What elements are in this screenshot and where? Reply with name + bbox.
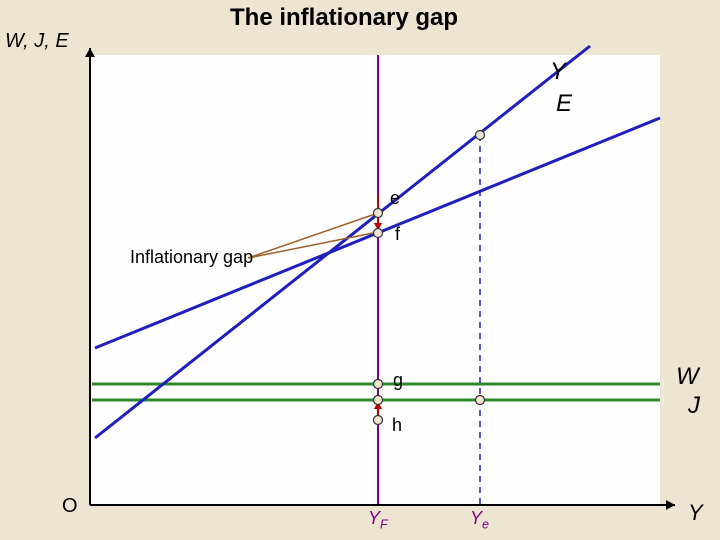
chart-title: The inflationary gap xyxy=(230,4,458,32)
point-label-e: e xyxy=(390,188,400,209)
x-tick-Ye: Ye xyxy=(470,508,489,532)
inflationary-gap-label: Inflationary gap xyxy=(130,247,253,268)
origin-label: O xyxy=(62,495,78,518)
curve-label-Y: Y xyxy=(550,58,566,86)
x-axis-label: Y xyxy=(688,500,703,526)
point-label-h: h xyxy=(392,415,402,436)
point-label-g: g xyxy=(393,370,403,391)
y-axis-label: W, J, E xyxy=(5,30,69,53)
curve-label-J: J xyxy=(688,392,700,420)
point-label-f: f xyxy=(395,224,400,245)
x-tick-YF: YF xyxy=(368,508,388,532)
diagram-svg xyxy=(0,0,720,540)
curve-label-W: W xyxy=(676,363,699,391)
curve-label-E: E xyxy=(556,90,572,118)
